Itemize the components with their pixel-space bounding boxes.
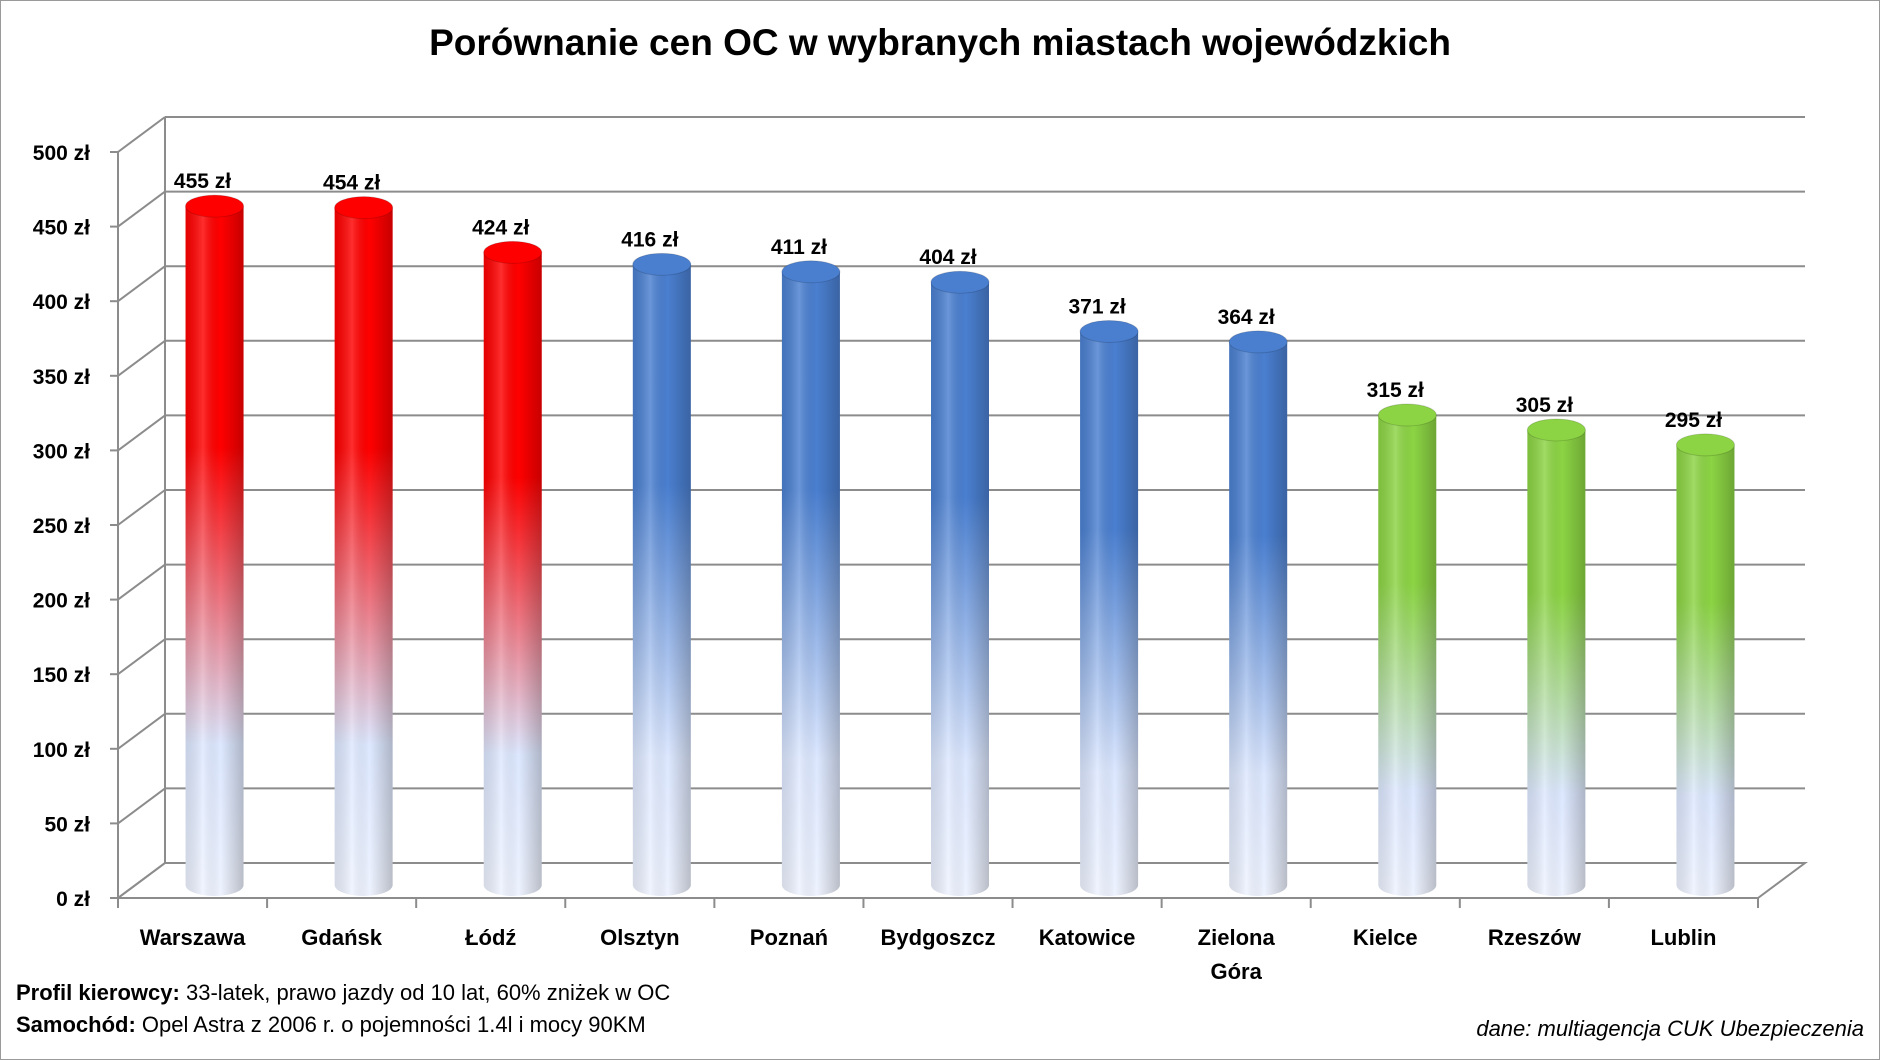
bar-top [1228, 330, 1288, 354]
y-tick-label: 50 zł [44, 813, 90, 836]
category-label: Gdańsk [301, 925, 382, 950]
data-label: 364 zł [1218, 306, 1275, 329]
gridline-side [117, 190, 166, 228]
bar-shading [632, 264, 691, 896]
category-label: Zielona [1198, 925, 1276, 950]
chart-title: Porównanie cen OC w wybranych miastach w… [429, 22, 1451, 63]
bar-top [185, 194, 245, 218]
label-layer: 455 zł Warszawa 454 zł Gdańsk 424 zł Łódź 416 … [140, 170, 1722, 984]
source-note: dane: multiagencja CUK Ubezpieczenia [1476, 1016, 1864, 1041]
y-tick-label: 450 zł [33, 217, 90, 240]
bar-shading [781, 271, 840, 897]
gridline-side [117, 265, 166, 303]
bar-top [930, 270, 990, 294]
category-label: Warszawa [140, 925, 246, 950]
bar-8 [1377, 403, 1437, 896]
category-label: Katowice [1039, 925, 1136, 950]
y-tick-label: 100 zł [33, 739, 90, 762]
bar-top [1377, 403, 1437, 427]
category-label: Góra [1211, 959, 1263, 984]
bar-9 [1526, 418, 1586, 896]
bar-shading [334, 207, 393, 896]
gridline-side [117, 712, 166, 750]
data-label: 371 zł [1068, 295, 1125, 318]
bar-layer [185, 194, 1735, 897]
data-label: 404 zł [919, 246, 976, 269]
bar-0 [185, 194, 245, 896]
gridline-side [117, 414, 166, 452]
driver-profile-text: 33-latek, prawo jazdy od 10 lat, 60% zni… [185, 980, 671, 1005]
bar-shading [1080, 331, 1139, 896]
gridline-side [117, 787, 166, 825]
bar-1 [334, 196, 394, 896]
car-text: Opel Astra z 2006 r. o pojemności 1.4l i… [141, 1012, 646, 1037]
bar-6 [1079, 319, 1139, 896]
data-label: 315 zł [1367, 379, 1424, 402]
data-label: 416 zł [621, 228, 678, 251]
y-tick-label: 200 zł [33, 590, 90, 613]
data-label: 411 zł [771, 236, 827, 259]
bar-shading [1676, 444, 1735, 896]
bar-top [334, 196, 394, 220]
data-label: 305 zł [1516, 394, 1573, 417]
category-label: Bydgoszcz [881, 925, 996, 950]
bar-top [1079, 319, 1139, 343]
category-label: Łódź [465, 925, 516, 950]
bar-shading [185, 206, 244, 896]
bar-5 [930, 270, 990, 896]
floor-outline [117, 862, 1809, 899]
bar-3 [632, 252, 692, 896]
y-tick-label: 0 zł [56, 888, 90, 911]
car-note: Samochód: Opel Astra z 2006 r. o pojemno… [16, 1012, 646, 1038]
category-label: Poznań [750, 925, 828, 950]
bar-shading [1378, 415, 1437, 896]
bar-shading [1527, 429, 1586, 896]
gridline-side [117, 116, 166, 153]
driver-profile-note: Profil kierowcy: 33-latek, prawo jazdy o… [16, 980, 670, 1006]
bar-2 [483, 240, 543, 897]
bar-7 [1228, 330, 1288, 896]
category-label: Kielce [1353, 925, 1418, 950]
category-label: Olsztyn [600, 925, 679, 950]
driver-profile-label: Profil kierowcy: [16, 980, 180, 1005]
data-label: 295 zł [1665, 409, 1722, 432]
gridline-side [117, 339, 166, 377]
bar-shading [1229, 341, 1288, 896]
y-tick-label: 300 zł [33, 440, 90, 463]
gridline-side [117, 638, 166, 676]
data-label: 454 zł [323, 172, 380, 195]
gridline-side [117, 563, 166, 601]
bar-shading [931, 282, 989, 896]
gridline-side [117, 489, 166, 526]
bar-top [781, 260, 841, 284]
y-tick-label: 350 zł [33, 366, 90, 389]
bar-top [632, 252, 692, 276]
category-label: Lublin [1650, 925, 1716, 950]
y-tick-label: 250 zł [33, 515, 90, 538]
bar-top [483, 240, 543, 264]
axis-layer: 0 zł 50 zł 100 zł 150 zł 200 zł 250 zł 300 zł 3… [33, 142, 1759, 911]
y-tick-label: 500 zł [33, 142, 90, 165]
y-tick-label: 150 zł [33, 664, 90, 687]
y-tick-label: 400 zł [33, 291, 90, 314]
bar-10 [1675, 433, 1735, 896]
bar-shading [483, 252, 542, 897]
bar-top [1675, 433, 1735, 457]
bar-top [1526, 418, 1586, 442]
data-label: 455 zł [174, 170, 231, 193]
data-label: 424 zł [472, 216, 529, 239]
category-label: Rzeszów [1488, 925, 1582, 950]
bar-4 [781, 260, 841, 897]
car-label: Samochód: [16, 1012, 136, 1037]
